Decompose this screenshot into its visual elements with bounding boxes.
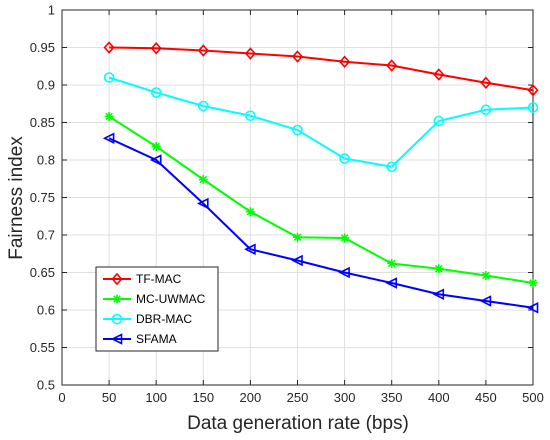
data-point-sfama (244, 243, 256, 256)
data-point-sfama (526, 301, 539, 314)
y-tick-label: 0.65 (30, 265, 55, 280)
series-layer (102, 41, 539, 314)
data-point-mc-uwmac (528, 278, 538, 288)
series-line-mc-uwmac (108, 115, 534, 284)
y-tick-label: 0.6 (37, 303, 55, 318)
data-point-dbr-mac (103, 72, 115, 83)
x-tick-label: 350 (381, 390, 403, 405)
data-point-sfama (291, 254, 303, 267)
data-point-sfama (385, 277, 398, 289)
y-tick-label: 0.5 (37, 378, 55, 393)
data-point-sfama (338, 266, 350, 279)
x-tick-label: 250 (287, 390, 309, 405)
x-tick-label: 500 (522, 390, 544, 405)
series-dbr-mac (103, 72, 539, 173)
data-point-tf-mac (150, 42, 162, 55)
data-point-dbr-mac (480, 104, 492, 116)
legend-marker-tf-mac (111, 272, 123, 286)
series-sfama (102, 132, 539, 314)
y-axis-title: Fairness index (6, 136, 27, 260)
data-point-tf-mac (480, 76, 492, 89)
data-point-sfama (197, 197, 209, 210)
data-point-mc-uwmac (434, 264, 444, 274)
data-point-sfama (479, 295, 492, 307)
data-point-mc-uwmac (151, 142, 161, 151)
data-point-tf-mac (339, 55, 351, 68)
x-tick-label: 200 (240, 390, 262, 405)
data-point-dbr-mac (150, 87, 162, 98)
legend-label-sfama: SFAMA (136, 332, 177, 346)
tick-labels: 0 50 100 150 200 250 300 350 400 450 500 0.5 0.55 0.6… (30, 3, 544, 406)
y-tick-label: 0.9 (37, 78, 55, 93)
legend-label-dbr-mac: DBR-MAC (136, 312, 192, 326)
data-point-dbr-mac (339, 153, 350, 164)
legend-marker-dbr-mac (111, 313, 123, 325)
legend-marker-sfama (110, 333, 123, 345)
x-tick-label: 300 (334, 390, 356, 405)
x-tick-label: 150 (192, 390, 214, 405)
data-point-mc-uwmac (293, 232, 302, 242)
data-point-dbr-mac (198, 100, 209, 112)
x-tick-label: 400 (428, 390, 450, 405)
data-point-sfama (102, 132, 115, 145)
x-axis-title: Data generation rate (bps) (187, 413, 409, 434)
y-tick-label: 1 (48, 3, 55, 18)
series-line-sfama (108, 137, 534, 309)
y-tick-label: 0.85 (30, 115, 55, 130)
series-line-tf-mac (109, 46, 534, 92)
data-point-mc-uwmac (245, 207, 255, 217)
data-point-dbr-mac (245, 110, 256, 122)
legend: TF-MAC MC-UWMAC DBR-MAC SFAMA (95, 266, 219, 352)
data-point-sfama (149, 154, 162, 166)
data-point-mc-uwmac (104, 112, 114, 121)
series-mc-uwmac (104, 112, 538, 288)
y-tick-label: 0.55 (30, 340, 55, 355)
data-point-tf-mac (244, 47, 256, 60)
series-line-dbr-mac (108, 76, 534, 168)
data-point-tf-mac (527, 84, 539, 97)
data-point-sfama (432, 288, 445, 301)
data-point-tf-mac (103, 41, 115, 54)
legend-label-tf-mac: TF-MAC (136, 272, 182, 286)
x-tick-label: 0 (58, 390, 65, 405)
data-point-tf-mac (386, 59, 398, 72)
data-point-tf-mac (291, 50, 304, 63)
legend-marker-mc-uwmac (112, 294, 122, 304)
data-point-tf-mac (197, 44, 209, 57)
data-point-mc-uwmac (198, 175, 208, 184)
x-tick-label: 50 (102, 390, 116, 405)
axes (61, 9, 534, 386)
data-point-dbr-mac (433, 115, 445, 127)
y-tick-label: 0.8 (37, 153, 55, 168)
data-point-mc-uwmac (387, 259, 397, 268)
data-point-tf-mac (433, 68, 445, 81)
data-point-dbr-mac (292, 124, 303, 136)
data-point-mc-uwmac (481, 271, 491, 280)
y-tick-label: 0.75 (30, 190, 55, 205)
x-tick-label: 100 (145, 390, 167, 405)
series-tf-mac (103, 41, 539, 97)
x-tick-label: 450 (475, 390, 497, 405)
legend-label-mc-uwmac: MC-UWMAC (136, 292, 206, 306)
data-point-dbr-mac (527, 102, 539, 113)
y-tick-label: 0.7 (37, 228, 55, 243)
data-point-mc-uwmac (340, 233, 350, 243)
y-tick-label: 0.95 (30, 40, 55, 55)
data-point-dbr-mac (386, 161, 398, 173)
